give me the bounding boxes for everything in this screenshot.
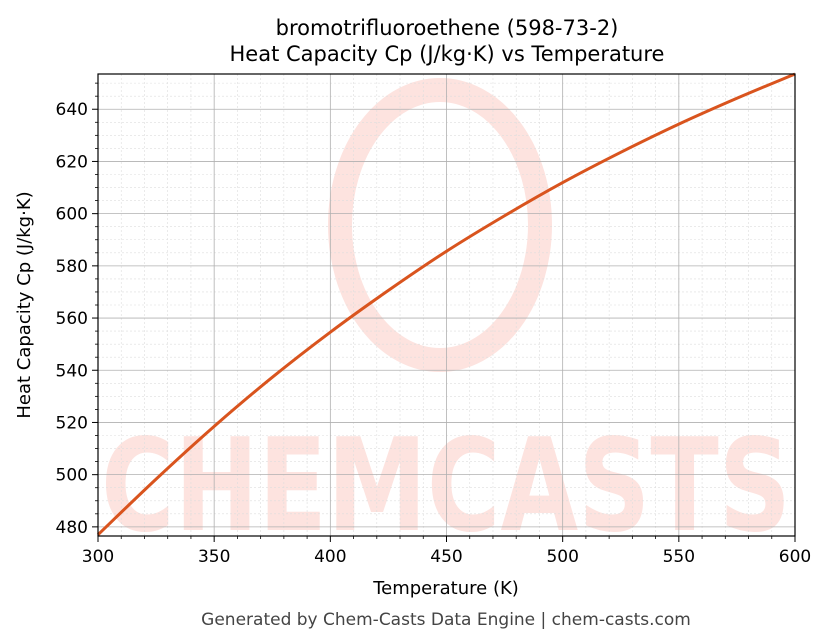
chart-title-line2: Heat Capacity Cp (J/kg·K) vs Temperature [230,42,665,66]
y-axis-label: Heat Capacity Cp (J/kg·K) [14,191,35,418]
y-tick-label: 580 [56,257,88,277]
x-tick-label: 600 [779,547,811,567]
x-tick-label: 550 [663,547,695,567]
x-tick-label: 300 [82,547,114,567]
y-tick-label: 620 [56,152,88,172]
y-tick-label: 540 [56,361,88,381]
y-tick-label: 560 [56,309,88,329]
y-tick-label: 640 [56,100,88,120]
y-tick-label: 500 [56,466,88,486]
footer-credit: Generated by Chem-Casts Data Engine | ch… [201,610,691,630]
x-tick-label: 350 [198,547,230,567]
y-tick-label: 600 [56,205,88,225]
y-axis-ticks: 480 500 520 540 560 580 600 620 640 [56,82,98,538]
watermark-ring [328,78,552,372]
y-tick-label: 480 [56,518,88,538]
y-tick-label: 520 [56,413,88,433]
chart-title-line1: bromotrifluoroethene (598-73-2) [276,16,619,40]
x-axis-label: Temperature (K) [372,578,519,599]
x-tick-label: 450 [430,547,462,567]
x-axis-ticks: 300 350 400 450 500 550 600 [82,536,811,567]
cp-series-line [96,72,796,536]
x-tick-label: 400 [314,547,346,567]
x-tick-label: 500 [546,547,578,567]
